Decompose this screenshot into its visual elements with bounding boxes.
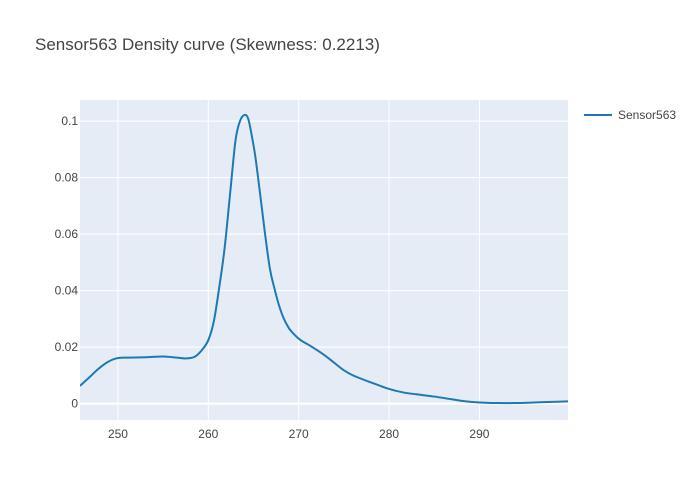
series-layer xyxy=(80,113,568,405)
x-tick-label-290: 290 xyxy=(469,427,489,441)
y-axis-ticks: 0 0.02 0.04 0.06 0.08 0.1 xyxy=(55,114,79,410)
x-gridlines xyxy=(117,100,480,420)
y-tick-label-0.1: 0.1 xyxy=(61,114,78,128)
series-line-sensor563[interactable] xyxy=(80,113,568,405)
x-tick-label-280: 280 xyxy=(379,427,399,441)
plot-area[interactable] xyxy=(80,100,568,420)
y-tick-label-0.02: 0.02 xyxy=(55,340,79,354)
x-tick-label-270: 270 xyxy=(289,427,309,441)
x-axis-ticks: 250 260 270 280 290 xyxy=(108,427,490,441)
y-tick-label-0.06: 0.06 xyxy=(55,227,79,241)
chart-title: Sensor563 Density curve (Skewness: 0.221… xyxy=(35,35,380,54)
legend[interactable]: Sensor563 xyxy=(584,108,676,122)
x-tick-label-250: 250 xyxy=(108,427,128,441)
y-tick-label-0: 0 xyxy=(71,397,78,411)
y-tick-label-0.08: 0.08 xyxy=(55,171,79,185)
legend-label-sensor563[interactable]: Sensor563 xyxy=(618,108,676,122)
x-tick-label-260: 260 xyxy=(198,427,218,441)
y-tick-label-0.04: 0.04 xyxy=(55,284,79,298)
